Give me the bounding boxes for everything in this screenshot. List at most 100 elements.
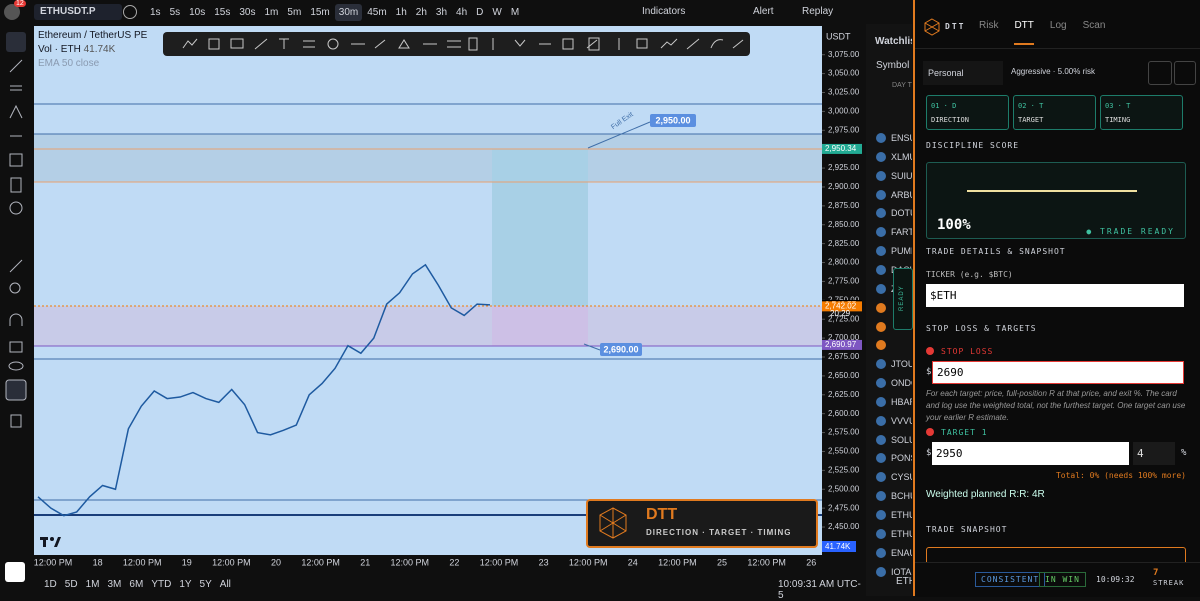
volume-value: 41.74K: [83, 44, 116, 55]
symbol-icon: [876, 189, 886, 200]
x-tick-label: 24: [628, 557, 638, 567]
panel-tab[interactable]: Risk: [979, 20, 999, 31]
stop-zone: [492, 306, 588, 346]
profile-select[interactable]: Personal: [923, 61, 1003, 85]
ready-tab[interactable]: READY: [893, 268, 913, 330]
watchlist-symbol[interactable]: PUMP: [891, 246, 912, 257]
step-card[interactable]: 02 · T TARGET: [1013, 95, 1096, 130]
timeframe-button[interactable]: 3h: [435, 7, 448, 18]
panel-logo: [924, 18, 940, 36]
target-label-box: [650, 114, 696, 127]
watchlist-symbol[interactable]: PONS: [891, 453, 912, 464]
watchlist-symbol[interactable]: ETHU: [891, 510, 912, 520]
alert-button[interactable]: Alert: [753, 6, 774, 17]
replay-button[interactable]: Replay: [802, 6, 834, 17]
watchlist-symbol[interactable]: ONDO: [891, 378, 912, 389]
timeframe-button[interactable]: M: [510, 7, 520, 18]
tv-logo: [40, 537, 61, 547]
target-r-input[interactable]: 4: [1133, 442, 1175, 465]
y-tick-label: 2,725.00: [828, 314, 860, 323]
timeframe-button[interactable]: W: [492, 7, 502, 18]
ema-label: EMA 50 close: [38, 58, 100, 69]
compare-button[interactable]: [123, 5, 137, 19]
timeframe-button[interactable]: 15m: [310, 7, 330, 18]
watchlist-symbol[interactable]: FARTC: [891, 227, 912, 238]
ticker-input[interactable]: $ETH: [926, 284, 1184, 307]
panel-tab[interactable]: Scan: [1082, 20, 1106, 31]
timeframe-button[interactable]: D: [476, 7, 484, 18]
total-note: Total: 0% (needs 100% more): [1055, 471, 1186, 480]
currency-label: USDT: [826, 31, 851, 41]
watchlist-symbol[interactable]: ETHU: [891, 528, 912, 539]
range-button[interactable]: 5Y: [199, 579, 212, 590]
watchlist-symbol[interactable]: XLMU: [891, 151, 912, 162]
expand-button[interactable]: [1148, 61, 1172, 85]
x-tick-label: 20: [271, 557, 281, 567]
watchlist-symbol[interactable]: ARBU: [891, 189, 912, 200]
y-tick-label: 2,675.00: [828, 352, 860, 361]
watchlist-symbol[interactable]: SUIUS: [891, 170, 912, 181]
symbol-icon: [876, 170, 886, 181]
step-name: DIRECTION: [931, 116, 969, 124]
symbol-search[interactable]: ETHUSDT.P: [34, 4, 122, 20]
range-button[interactable]: 1D: [44, 579, 57, 590]
y-tick-label: 2,750.00: [828, 295, 860, 304]
timeframe-button[interactable]: 10s: [189, 7, 206, 18]
range-button[interactable]: 1Y: [179, 579, 192, 590]
symbol-icon: [876, 491, 886, 502]
symbol-icon: [876, 208, 886, 219]
target-price-input[interactable]: 2950: [932, 442, 1129, 465]
price-tag-label: 2,950.34: [825, 144, 857, 153]
timeframe-button[interactable]: 5s: [169, 7, 181, 18]
watchlist-symbol[interactable]: SOLU: [891, 434, 912, 445]
divider: [915, 48, 1200, 49]
range-button[interactable]: 1M: [85, 579, 100, 590]
stop-input[interactable]: 2690: [932, 361, 1184, 384]
timeframe-button[interactable]: 4h: [456, 7, 468, 18]
symbol-icon: [876, 396, 886, 407]
timeframe-button[interactable]: 45m: [367, 7, 387, 18]
timeframe-button[interactable]: 5m: [287, 7, 302, 18]
watchlist-title: Watchlist: [875, 36, 912, 47]
watchlist-symbol[interactable]: BCHU: [891, 491, 912, 502]
panel-tab[interactable]: DTT: [1014, 20, 1034, 45]
watchlist-symbol[interactable]: VVVU: [891, 415, 912, 426]
watchlist-symbol[interactable]: DOTU: [891, 208, 912, 219]
watchlist-symbol[interactable]: CYSU: [891, 472, 912, 483]
avatar[interactable]: [4, 4, 20, 20]
panel-tab[interactable]: Log: [1049, 20, 1067, 31]
timeframe-button[interactable]: 1h: [395, 7, 407, 18]
y-tick-label: 2,650.00: [828, 371, 860, 380]
step-card[interactable]: 01 · D DIRECTION: [926, 95, 1009, 130]
watchlist-symbol[interactable]: ENSU: [891, 133, 912, 143]
countdown: 20:29: [830, 309, 851, 318]
timeframe-button[interactable]: 30m: [334, 4, 363, 21]
timeframe-button[interactable]: 1m: [264, 7, 279, 18]
timeframe-button[interactable]: 2h: [415, 7, 427, 18]
close-button[interactable]: [1174, 61, 1196, 85]
cursor-tool[interactable]: [6, 32, 26, 52]
range-button[interactable]: 5D: [64, 579, 78, 590]
x-tick-label: 21: [360, 557, 370, 567]
ticker-label: TICKER (e.g. $BTC): [926, 270, 1013, 279]
timeframe-button[interactable]: 15s: [214, 7, 231, 18]
settings-button[interactable]: [5, 562, 25, 582]
timeframe-button[interactable]: 1s: [150, 7, 161, 18]
snapshot-card: [926, 547, 1186, 562]
range-button[interactable]: YTD: [151, 579, 172, 590]
symbol-icon: [876, 453, 886, 464]
watchlist-symbol[interactable]: ENAU: [891, 547, 912, 558]
step-card[interactable]: 03 · T TIMING: [1100, 95, 1183, 130]
symbol-icon: [876, 566, 886, 577]
symbol-icon: [876, 359, 886, 370]
watchlist-symbol[interactable]: JTOU: [891, 359, 912, 370]
symbol-icon: [876, 340, 886, 351]
range-button[interactable]: 6M: [129, 579, 144, 590]
range-button[interactable]: 3M: [107, 579, 122, 590]
watchlist-symbol[interactable]: HBAR: [891, 396, 912, 407]
y-tick-label: 2,475.00: [828, 503, 860, 512]
range-button[interactable]: All: [219, 579, 231, 590]
timeframe-button[interactable]: 30s: [239, 7, 256, 18]
watchlist-symbol[interactable]: IOTAU: [891, 566, 912, 577]
indicators-button[interactable]: Indicators: [642, 6, 686, 17]
